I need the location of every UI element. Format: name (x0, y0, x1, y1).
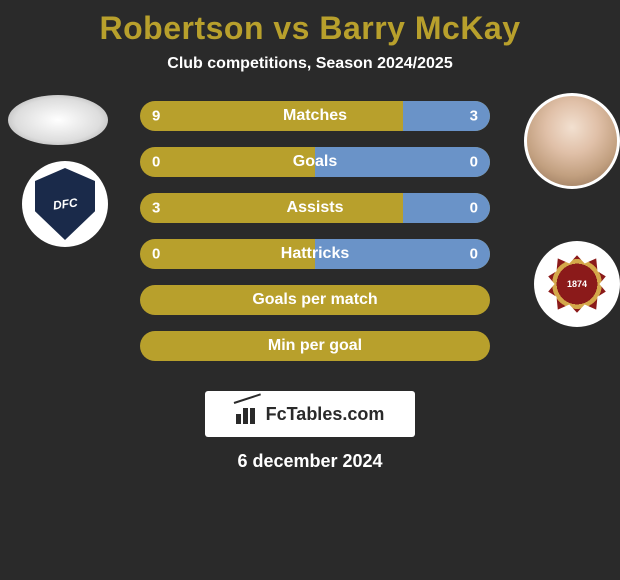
value-left: 9 (152, 108, 160, 125)
crest-icon: 1874 (545, 252, 609, 316)
logo-text: FcTables.com (266, 404, 385, 425)
comparison-row: Min per goal (140, 331, 490, 361)
row-label: Hattricks (281, 245, 349, 263)
subtitle: Club competitions, Season 2024/2025 (0, 55, 620, 73)
comparison-rows: 9 3 Matches 0 0 Goals 3 0 Assists 0 0 Hattricks Goal… (140, 101, 490, 377)
row-label: Matches (283, 107, 347, 125)
value-right: 0 (470, 200, 478, 217)
comparison-row: 9 3 Matches (140, 101, 490, 131)
comparison-row: 0 0 Goals (140, 147, 490, 177)
row-label: Assists (287, 199, 344, 217)
row-label: Min per goal (268, 337, 362, 355)
player-right-avatar (524, 93, 620, 189)
bar-chart-icon (236, 404, 260, 424)
site-logo[interactable]: FcTables.com (205, 391, 415, 437)
value-left: 3 (152, 200, 160, 217)
chart-area: DFC 1874 9 3 Matches 0 0 Goals 3 0 Assists 0 0 Hatt… (0, 101, 620, 381)
row-label: Goals per match (252, 291, 377, 309)
shield-icon: DFC (35, 168, 95, 240)
club-right-badge: 1874 (534, 241, 620, 327)
page-title: Robertson vs Barry McKay (0, 10, 620, 47)
club-left-badge: DFC (22, 161, 108, 247)
value-right: 3 (470, 108, 478, 125)
value-right: 0 (470, 246, 478, 263)
comparison-row: Goals per match (140, 285, 490, 315)
player-left-avatar (8, 95, 108, 145)
footer-date: 6 december 2024 (0, 451, 620, 472)
comparison-row: 0 0 Hattricks (140, 239, 490, 269)
comparison-card: Robertson vs Barry McKay Club competitio… (0, 0, 620, 482)
club-right-year: 1874 (567, 279, 587, 289)
value-left: 0 (152, 154, 160, 171)
bar-right-segment (315, 147, 490, 177)
value-right: 0 (470, 154, 478, 171)
row-label: Goals (293, 153, 337, 171)
value-left: 0 (152, 246, 160, 263)
comparison-row: 3 0 Assists (140, 193, 490, 223)
club-left-text: DFC (52, 195, 78, 212)
